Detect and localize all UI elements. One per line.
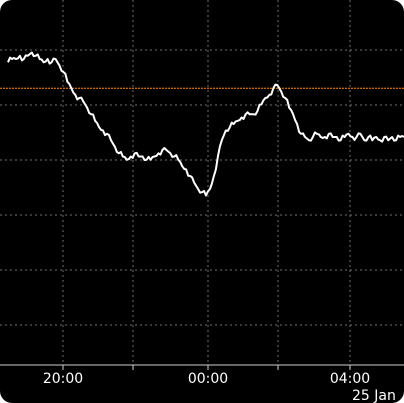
price-series-line: [7, 51, 404, 197]
x-tick-label: 00:00: [188, 371, 228, 387]
x-tick-label: 04:00: [330, 371, 370, 387]
x-axis-ticks: 20:00 00:00 04:00: [43, 365, 370, 387]
x-tick-label: 20:00: [43, 371, 83, 387]
date-label: 25 Jan: [352, 388, 396, 403]
grid: [0, 0, 404, 365]
